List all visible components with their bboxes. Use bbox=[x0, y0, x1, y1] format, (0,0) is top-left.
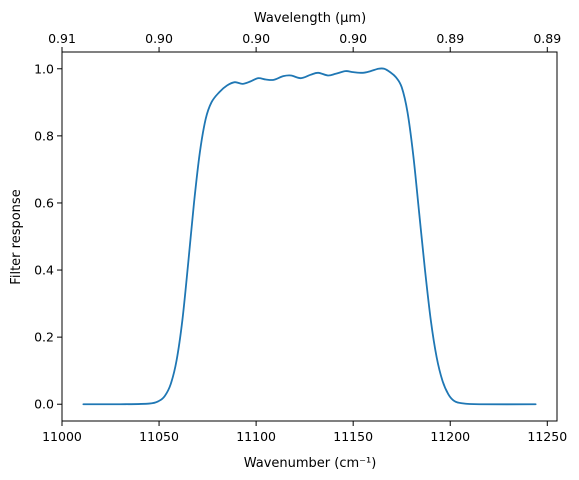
y-tick-label: 0.8 bbox=[34, 128, 54, 143]
x-tick-label: 11150 bbox=[333, 429, 373, 444]
top-x-axis-label: Wavelength (μm) bbox=[254, 11, 366, 26]
top-x-tick-label: 0.91 bbox=[48, 31, 76, 46]
y-tick-label: 0.4 bbox=[34, 263, 54, 278]
x-tick-label: 11250 bbox=[527, 429, 567, 444]
y-tick-label: 1.0 bbox=[34, 61, 54, 76]
plot-layer bbox=[82, 67, 537, 406]
x-tick-label: 11200 bbox=[430, 429, 470, 444]
ticks-layer: 11000 11050 11100 11150 11200 11250 0.91 0.90 0.… bbox=[34, 31, 567, 444]
top-x-tick-label: 0.90 bbox=[242, 31, 270, 46]
plot-frame bbox=[61, 51, 558, 422]
x-axis-label: Wavenumber (cm⁻¹) bbox=[244, 456, 377, 471]
y-axis-label: Filter response bbox=[9, 189, 24, 284]
top-x-tick-label: 0.90 bbox=[339, 31, 367, 46]
y-tick-label: 0.2 bbox=[34, 330, 54, 345]
y-tick-label: 0.6 bbox=[34, 195, 54, 210]
x-tick-label: 11100 bbox=[236, 429, 276, 444]
top-x-tick-label: 0.89 bbox=[533, 31, 561, 46]
filter-response-line bbox=[82, 67, 537, 406]
y-tick-label: 0.0 bbox=[34, 397, 54, 412]
x-tick-label: 11000 bbox=[42, 429, 82, 444]
top-x-tick-label: 0.90 bbox=[145, 31, 173, 46]
x-tick-label: 11050 bbox=[139, 429, 179, 444]
top-x-tick-label: 0.89 bbox=[436, 31, 464, 46]
